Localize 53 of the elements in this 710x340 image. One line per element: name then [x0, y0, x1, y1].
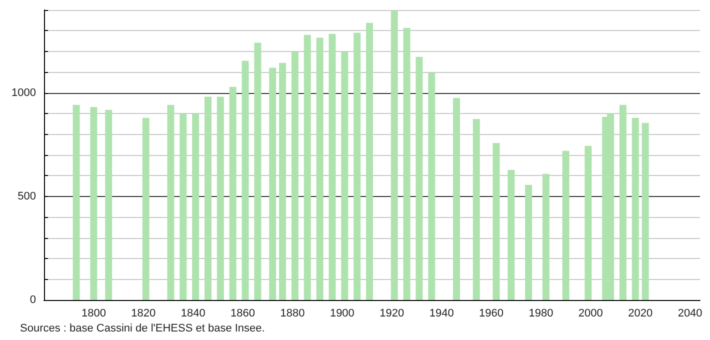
bar	[254, 42, 262, 300]
bar	[403, 28, 410, 300]
x-tick-label: 2040	[678, 308, 702, 320]
bar	[452, 98, 460, 300]
bar	[105, 110, 112, 300]
x-tick-label: 1980	[528, 308, 554, 320]
x-tick-label: 1960	[479, 308, 504, 320]
bar	[508, 170, 515, 300]
bar	[167, 104, 174, 300]
bar	[632, 118, 639, 300]
bar	[492, 142, 500, 300]
x-tick-label: 1880	[280, 308, 305, 320]
x-tick-label: 2000	[578, 308, 603, 320]
y-tick-label: 1000	[12, 86, 36, 99]
bar	[229, 86, 236, 300]
bar	[472, 118, 480, 300]
bar	[304, 34, 311, 300]
bar	[354, 32, 361, 300]
x-tick-label: 1840	[180, 308, 206, 320]
bar	[328, 34, 336, 300]
bar	[192, 114, 200, 300]
bar	[341, 52, 348, 300]
bar	[619, 104, 626, 300]
bar	[366, 22, 374, 300]
bar	[416, 56, 423, 300]
bar	[584, 146, 592, 300]
x-tick-label: 1900	[330, 308, 354, 320]
y-tick-label: 500	[18, 190, 36, 202]
bar	[291, 52, 298, 300]
source-note: Sources : base Cassini de l'EHESS et base Insee.	[20, 322, 265, 334]
bar	[428, 72, 436, 300]
bar	[390, 10, 398, 300]
bar	[279, 62, 286, 300]
x-tick-label: 1920	[380, 308, 404, 320]
bar	[204, 96, 212, 300]
bar	[142, 118, 150, 300]
x-tick-label: 1860	[230, 308, 256, 320]
bar	[269, 68, 276, 300]
bar	[242, 60, 249, 300]
bar	[72, 104, 80, 300]
x-tick-label: 1940	[429, 308, 454, 320]
bar	[562, 150, 570, 300]
bar	[90, 106, 98, 300]
x-tick-label: 1800	[81, 308, 106, 320]
y-tick-label: 0	[30, 294, 36, 306]
x-tick-label: 1820	[131, 308, 156, 320]
bar	[642, 122, 649, 300]
bar	[316, 38, 324, 300]
bar	[542, 174, 550, 300]
bar	[216, 96, 224, 300]
bar	[180, 114, 187, 300]
bar	[525, 184, 532, 300]
x-tick-label: 2020	[628, 308, 653, 320]
